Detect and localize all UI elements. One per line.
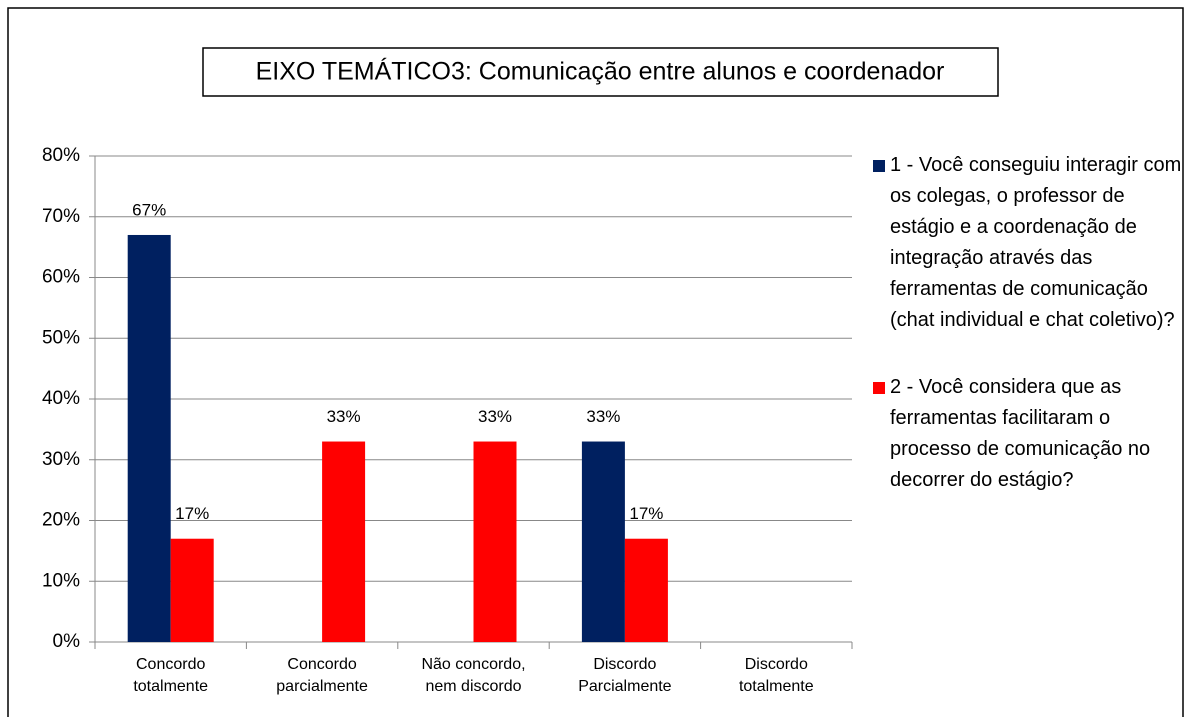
legend-swatch bbox=[873, 382, 885, 394]
bar bbox=[170, 538, 214, 642]
bar bbox=[127, 234, 171, 642]
y-tick-label: 0% bbox=[53, 631, 81, 652]
y-tick-label: 20% bbox=[42, 510, 80, 531]
y-tick-label: 50% bbox=[42, 327, 80, 348]
title-box bbox=[202, 47, 999, 97]
data-label: 17% bbox=[629, 504, 663, 523]
bar bbox=[322, 441, 366, 642]
legend-label: 1 - Você conseguiu interagir com os cole… bbox=[890, 154, 1182, 331]
chart-border bbox=[7, 7, 1184, 717]
chart-title: EIXO TEMÁTICO3: Comunicação entre alunos… bbox=[256, 57, 945, 86]
y-tick-label: 80% bbox=[42, 145, 80, 166]
y-tick-label: 30% bbox=[42, 449, 80, 470]
x-tick-label: Discordo Parcialmente bbox=[578, 656, 672, 695]
x-tick-label: Concordo parcialmente bbox=[276, 656, 368, 695]
legend-item: 1 - Você conseguiu interagir com os cole… bbox=[873, 150, 1190, 336]
data-label: 33% bbox=[478, 407, 512, 426]
legend-swatch bbox=[873, 160, 885, 172]
legend: 1 - Você conseguiu interagir com os cole… bbox=[873, 150, 1190, 532]
data-label: 67% bbox=[132, 200, 166, 219]
legend-item: 2 - Você considera que as ferramentas fa… bbox=[873, 372, 1190, 496]
x-tick-label: Concordo totalmente bbox=[133, 656, 209, 695]
data-label: 33% bbox=[586, 407, 620, 426]
bar bbox=[624, 538, 668, 642]
data-label: 33% bbox=[327, 407, 361, 426]
y-tick-label: 10% bbox=[42, 570, 80, 591]
y-tick-label: 40% bbox=[42, 388, 80, 409]
bar bbox=[581, 441, 625, 642]
y-tick-label: 70% bbox=[42, 206, 80, 227]
x-tick-label: Discordo totalmente bbox=[738, 656, 814, 695]
bar bbox=[473, 441, 517, 642]
x-tick-label: Não concordo, nem discordo bbox=[421, 656, 526, 695]
y-tick-label: 60% bbox=[42, 267, 80, 288]
data-label: 17% bbox=[175, 504, 209, 523]
legend-label: 2 - Você considera que as ferramentas fa… bbox=[890, 376, 1151, 491]
